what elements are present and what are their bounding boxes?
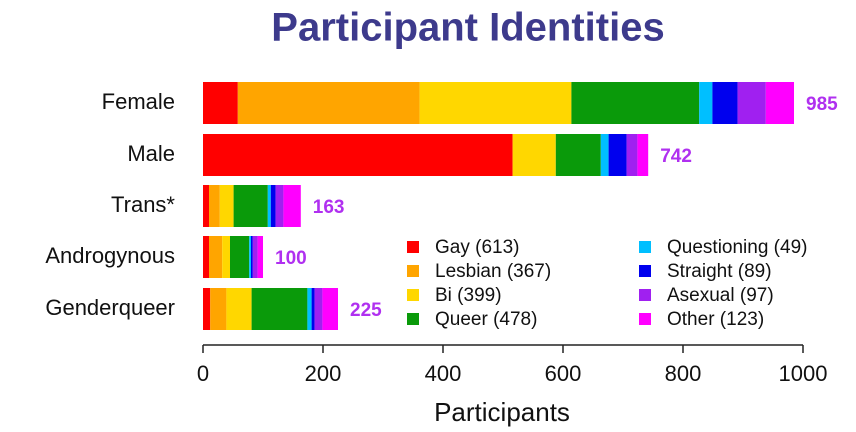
total-label: 742 — [660, 146, 692, 167]
x-axis-label: Participants — [434, 397, 570, 427]
y-tick-label: Male — [127, 141, 175, 166]
bar-segment — [222, 236, 230, 278]
bar-segment — [737, 82, 766, 124]
bar-segment — [283, 185, 301, 227]
legend-swatch — [639, 265, 651, 277]
x-tick-label: 0 — [197, 361, 209, 386]
x-tick-label: 600 — [545, 361, 582, 386]
bar-segment — [203, 185, 209, 227]
bar-segment — [203, 288, 211, 330]
bar-segment — [219, 185, 234, 227]
bar-segment — [209, 236, 223, 278]
bar-segment — [765, 82, 794, 124]
bar-segment — [626, 134, 638, 176]
legend-label: Straight (89) — [667, 261, 772, 282]
legend-swatch — [407, 241, 419, 253]
bar-segment — [203, 236, 209, 278]
legend-swatch — [407, 313, 419, 325]
legend-swatch — [407, 289, 419, 301]
legend-label: Lesbian (367) — [435, 261, 551, 282]
x-tick-label: 1000 — [779, 361, 828, 386]
bar-segment — [249, 236, 251, 278]
bar-segment — [608, 134, 627, 176]
total-label: 985 — [806, 94, 838, 115]
bar-segment — [257, 236, 263, 278]
legend-label: Other (123) — [667, 309, 764, 330]
bar-segment — [252, 236, 258, 278]
total-label: 163 — [313, 197, 345, 218]
bar-segment — [419, 82, 572, 124]
bar-segment — [251, 236, 253, 278]
bar-segment — [226, 288, 252, 330]
legend-label: Gay (613) — [435, 237, 519, 258]
bar-segment — [267, 185, 271, 227]
bar-segment — [203, 134, 513, 176]
bar-segment — [210, 288, 227, 330]
bar-segment — [251, 288, 308, 330]
bar-segment — [237, 82, 420, 124]
legend-swatch — [639, 241, 651, 253]
total-label: 100 — [275, 248, 307, 269]
bar-segment — [571, 82, 700, 124]
bar-segment — [699, 82, 713, 124]
x-tick-label: 400 — [425, 361, 462, 386]
y-tick-label: Trans* — [111, 192, 175, 217]
bar-segment — [512, 134, 556, 176]
bar-segment — [637, 134, 649, 176]
bar-segment — [230, 236, 250, 278]
legend-swatch — [639, 313, 651, 325]
bar-segment — [555, 134, 601, 176]
bar-segment — [209, 185, 220, 227]
x-tick-label: 800 — [665, 361, 702, 386]
total-label: 225 — [350, 300, 382, 321]
bar-segment — [322, 288, 338, 330]
bar-segment — [712, 82, 738, 124]
bar-segment — [270, 185, 276, 227]
chart-title: Participant Identities — [271, 6, 664, 50]
legend-swatch — [639, 289, 651, 301]
y-tick-label: Androgynous — [45, 243, 175, 268]
legend-label: Queer (478) — [435, 309, 537, 330]
y-tick-label: Female — [102, 89, 175, 114]
legend-swatch — [407, 265, 419, 277]
bar-segment — [311, 288, 315, 330]
bar-segment — [307, 288, 312, 330]
x-tick-label: 200 — [305, 361, 342, 386]
bar-segment — [233, 185, 268, 227]
bar-segment — [203, 82, 238, 124]
legend-label: Questioning (49) — [667, 237, 807, 258]
legend-label: Asexual (97) — [667, 285, 774, 306]
bar-segment — [600, 134, 609, 176]
y-tick-label: Genderqueer — [45, 295, 175, 320]
legend-label: Bi (399) — [435, 285, 502, 306]
bar-segment — [275, 185, 284, 227]
bar-segment — [314, 288, 323, 330]
